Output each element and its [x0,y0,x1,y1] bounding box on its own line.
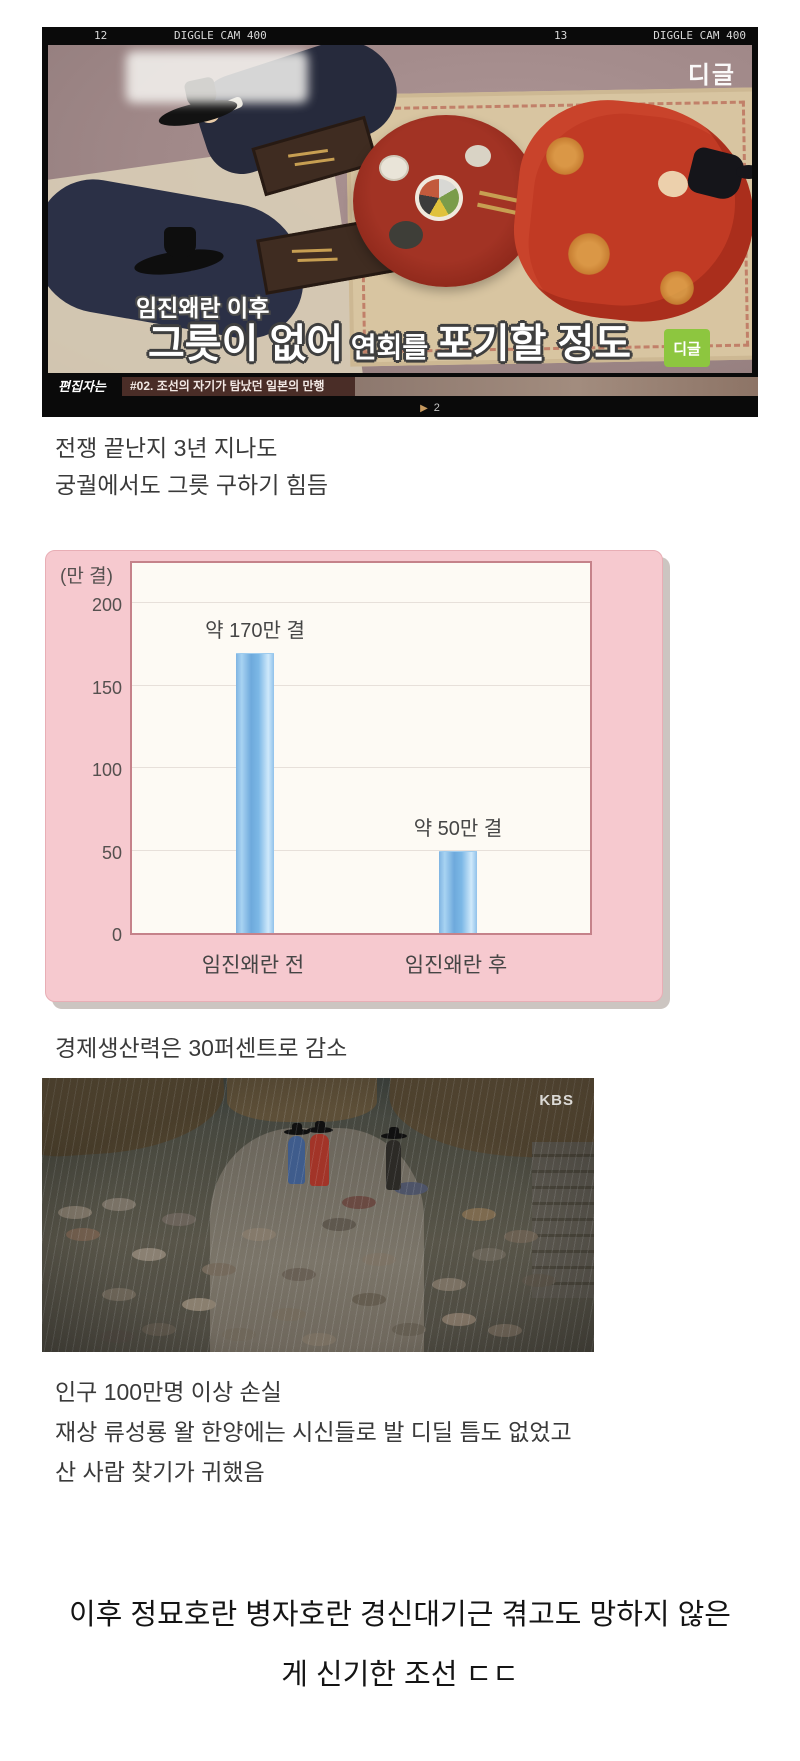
x-axis-label-2: 임진왜란 후 [404,954,508,977]
series-label: 편집자는 [58,379,106,394]
y-tick-label: 50 [101,842,122,863]
y-tick-label: 0 [111,925,122,945]
chopsticks-icon [297,257,338,263]
chopsticks-icon [294,157,335,167]
frame-number-right: 13 [554,29,568,42]
frame-number-left: 12 [94,29,108,42]
bar [439,850,477,933]
plate [379,155,409,181]
gridline [132,849,590,851]
text-line: 산 사람 찾기가 귀했음 [55,1459,265,1485]
caption-line: 게 신기한 조선 ㄷㄷ [281,1659,519,1691]
subtitle-emphasis-1: 그릇이 없어 [148,322,344,366]
diggle-channel-badge: 디글 [664,329,710,367]
stone-wall [532,1142,594,1298]
paragraph-3: 인구 100만명 이상 손실 재상 류성룡 왈 한양에는 시신들로 발 디딜 틈… [55,1372,572,1492]
bar [236,652,274,933]
official-2-hat-crown [164,227,196,257]
spoon-icon [477,202,519,216]
bar-chart: (만 결) 0 50 100 150 200 약 170만 결 약 50만 결 … [45,550,663,1002]
video-screenshot: 12 DIGGLE CAM 400 13 DIGGLE CAM 400 [42,27,758,417]
y-axis-unit-label: (만 결) [60,566,113,587]
diggle-watermark: 디글 [687,62,736,89]
color-wheel-plate [415,175,463,221]
post-caption: 이후 정묘호란 병자호란 경신대기근 겪고도 망하지 않은 게 신기한 조선 ㄷ… [0,1585,800,1705]
vignette-overlay [42,1078,594,1352]
paragraph-1: 전쟁 끝난지 3년 지나도 궁궐에서도 그릇 구하기 힘듬 [55,430,328,504]
camera-label-left: DIGGLE CAM 400 [174,29,267,42]
plate [465,145,491,167]
chopsticks-icon [287,149,329,158]
playlist-indicator: ▶ 2 [42,400,758,417]
round-banquet-table [353,115,539,287]
kbs-watermark: KBS [539,1092,574,1109]
y-tick-label: 200 [91,595,122,615]
y-tick-label: 100 [91,760,122,780]
standing-official-red [310,1134,329,1186]
chopsticks-icon [291,248,332,253]
text-line: 재상 류성룡 왈 한양에는 시신들로 발 디딜 틈도 없었고 [55,1419,572,1445]
text-line: 전쟁 끝난지 3년 지나도 [55,435,278,461]
standing-figure-dark [386,1140,401,1190]
thatched-hut-center [227,1078,377,1122]
y-tick-label: 150 [91,677,122,698]
play-icon: ▶ [420,403,428,414]
subtitle-line-2: 그릇이 없어 연회를 포기할 정도 [148,311,748,369]
gold-medallion [660,271,694,305]
subtitle-emphasis-2: 포기할 정도 [435,322,632,366]
subtitle-line-1: 임진왜란 이후 [136,295,270,321]
spoon-icon [479,190,521,204]
film-strip-bar: 12 DIGGLE CAM 400 13 DIGGLE CAM 400 [42,27,758,45]
king-hat-wing [736,165,752,179]
gridline [132,602,590,603]
bar-value-label: 약 50만 결 [413,817,503,840]
camera-label-right: DIGGLE CAM 400 [653,29,746,42]
x-axis-label-1: 임진왜란 전 [201,954,305,977]
plot-area: 약 170만 결 약 50만 결 [130,561,592,935]
paragraph-2: 경제생산력은 30퍼센트로 감소 [55,1030,347,1067]
text-line: 경제생산력은 30퍼센트로 감소 [55,1035,348,1061]
text-line: 인구 100만명 이상 손실 [55,1379,282,1405]
animation-scene: 디글 임진왜란 이후 그릇이 없어 연회를 포기할 정도 디글 [48,45,752,373]
plate [389,221,423,249]
gold-medallion [546,137,584,175]
episode-title: #02. 조선의 자기가 탐났던 일본의 만행 [122,377,355,396]
clip-number: 2 [433,402,440,414]
drama-screenshot: KBS [42,1078,594,1352]
text-line: 궁궐에서도 그릇 구하기 힘듬 [55,472,329,498]
gridline [132,767,590,768]
caption-line: 이후 정묘호란 병자호란 경신대기근 겪고도 망하지 않은 [69,1599,731,1631]
gold-medallion [568,233,610,275]
episode-bar-filler [355,377,758,396]
subtitle-normal: 연회를 [343,332,436,363]
gridline [132,684,590,686]
blurred-logo-patch [126,51,308,103]
episode-title-bar: 편집자는 #02. 조선의 자기가 탐났던 일본의 만행 [42,373,758,400]
rain-overlay [42,1078,594,1352]
standing-official-blue [288,1136,305,1184]
bar-value-label: 약 170만 결 [205,619,305,642]
